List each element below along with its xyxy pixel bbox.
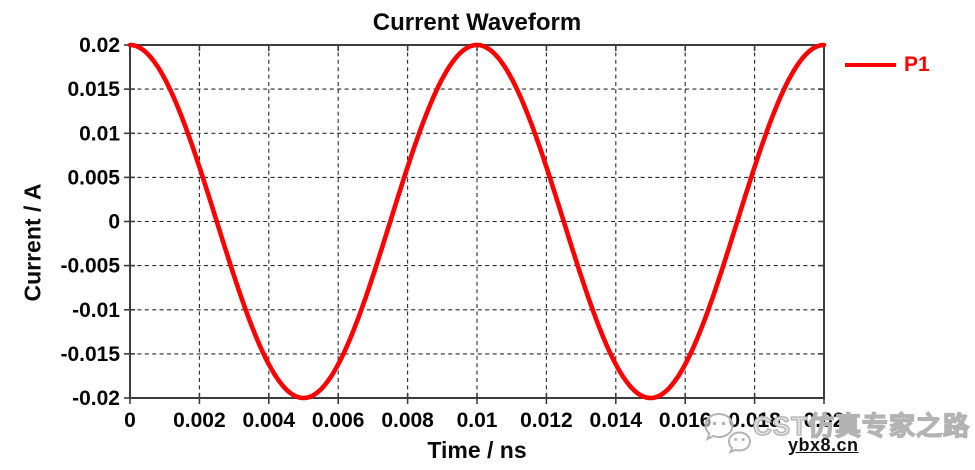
svg-text:0.02: 0.02 [79, 34, 120, 57]
svg-text:0.002: 0.002 [173, 409, 226, 432]
chart-title: Current Waveform [372, 9, 582, 36]
svg-text:0.01: 0.01 [457, 409, 498, 432]
svg-text:0.014: 0.014 [590, 409, 643, 432]
gridlines [130, 45, 824, 398]
svg-text:0.012: 0.012 [520, 409, 573, 432]
svg-text:-0.005: -0.005 [60, 255, 120, 278]
svg-text:0.018: 0.018 [728, 409, 781, 432]
legend-line-p1 [845, 63, 896, 67]
series-line-P1 [127, 42, 827, 401]
svg-text:-0.02: -0.02 [72, 387, 120, 410]
x-tick-labels: 0 0.002 0.004 0.006 0.008 0.01 0.012 0.014 0.016… [124, 409, 844, 432]
svg-text:0.01: 0.01 [79, 122, 120, 145]
svg-text:0.016: 0.016 [659, 409, 712, 432]
svg-text:0.005: 0.005 [67, 166, 120, 189]
svg-text:0: 0 [108, 211, 120, 234]
y-axis-title: Current / A [19, 183, 46, 302]
legend-label-p1: P1 [904, 53, 930, 76]
y-tick-labels: 0.02 0.015 0.01 0.005 0 -0.005 -0.01 -0.015 -0.0… [60, 34, 120, 410]
svg-text:0.015: 0.015 [67, 78, 120, 101]
x-axis-title: Time / ns [427, 437, 527, 463]
svg-text:0.008: 0.008 [381, 409, 434, 432]
svg-text:0: 0 [124, 409, 136, 432]
svg-text:0.02: 0.02 [804, 409, 845, 432]
svg-text:0.006: 0.006 [312, 409, 365, 432]
axis-ticks [124, 44, 825, 404]
svg-text:-0.01: -0.01 [72, 299, 120, 322]
svg-text:-0.015: -0.015 [60, 343, 120, 366]
svg-text:0.004: 0.004 [243, 409, 296, 432]
legend: P1 [845, 52, 930, 78]
